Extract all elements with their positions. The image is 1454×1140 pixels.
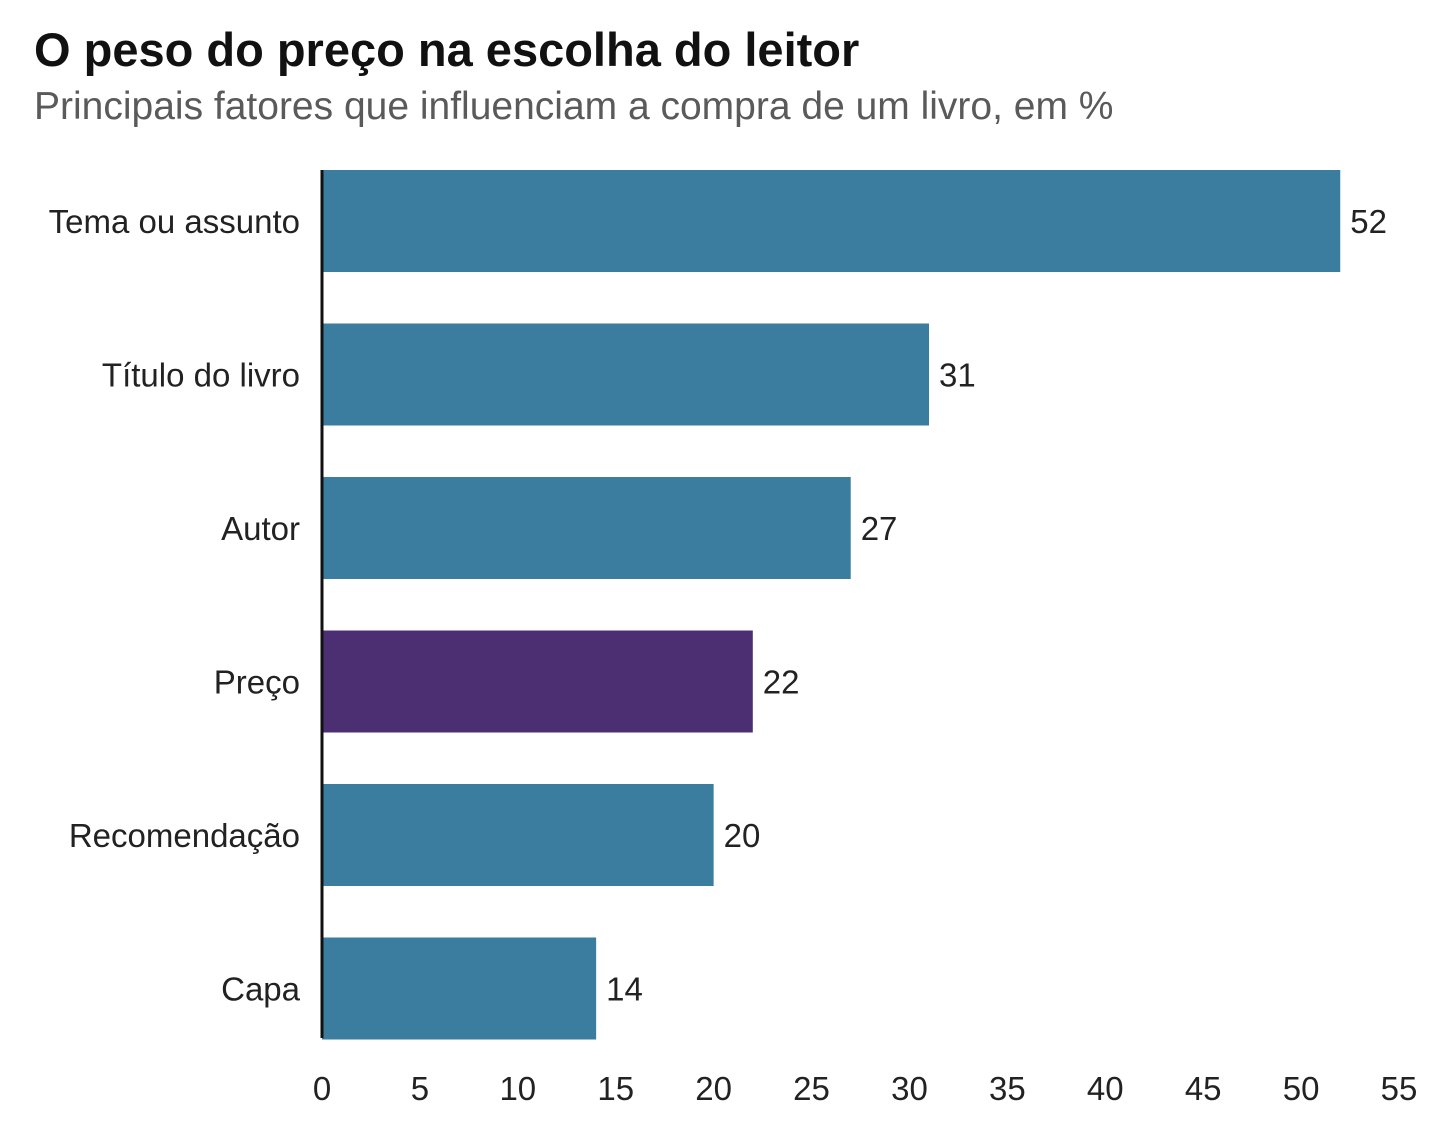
x-tick-label: 0 (313, 1070, 331, 1107)
category-label: Tema ou assunto (49, 203, 300, 240)
x-tick-label: 50 (1283, 1070, 1320, 1107)
x-tick-label: 40 (1087, 1070, 1124, 1107)
x-tick-label: 15 (597, 1070, 634, 1107)
x-tick-label: 25 (793, 1070, 830, 1107)
x-tick-label: 10 (499, 1070, 536, 1107)
bar-2 (322, 477, 851, 579)
category-label: Preço (214, 664, 300, 701)
value-label: 52 (1350, 203, 1387, 240)
x-tick-label: 35 (989, 1070, 1026, 1107)
category-label: Título do livro (102, 357, 300, 394)
category-label: Capa (221, 971, 301, 1008)
chart-subtitle: Principais fatores que influenciam a com… (34, 85, 1114, 128)
bar-0 (322, 170, 1341, 272)
value-label: 31 (939, 357, 976, 394)
bar-1 (322, 323, 930, 426)
bar-5 (322, 937, 597, 1040)
chart-header: O peso do preço na escolha do leitor Pri… (34, 22, 1113, 130)
x-tick-label: 20 (695, 1070, 732, 1107)
value-label: 20 (724, 817, 761, 854)
bar-3 (322, 630, 753, 733)
bar-4 (322, 784, 714, 886)
category-label: Autor (221, 510, 300, 547)
value-label: 27 (861, 510, 898, 547)
chart-title: O peso do preço na escolha do leitor (34, 23, 860, 76)
x-tick-label: 45 (1185, 1070, 1222, 1107)
value-label: 14 (606, 971, 643, 1008)
x-tick-label: 30 (891, 1070, 928, 1107)
value-label: 22 (763, 664, 800, 701)
x-tick-label: 55 (1381, 1070, 1418, 1107)
category-label: Recomendação (69, 817, 300, 854)
x-tick-label: 5 (411, 1070, 429, 1107)
